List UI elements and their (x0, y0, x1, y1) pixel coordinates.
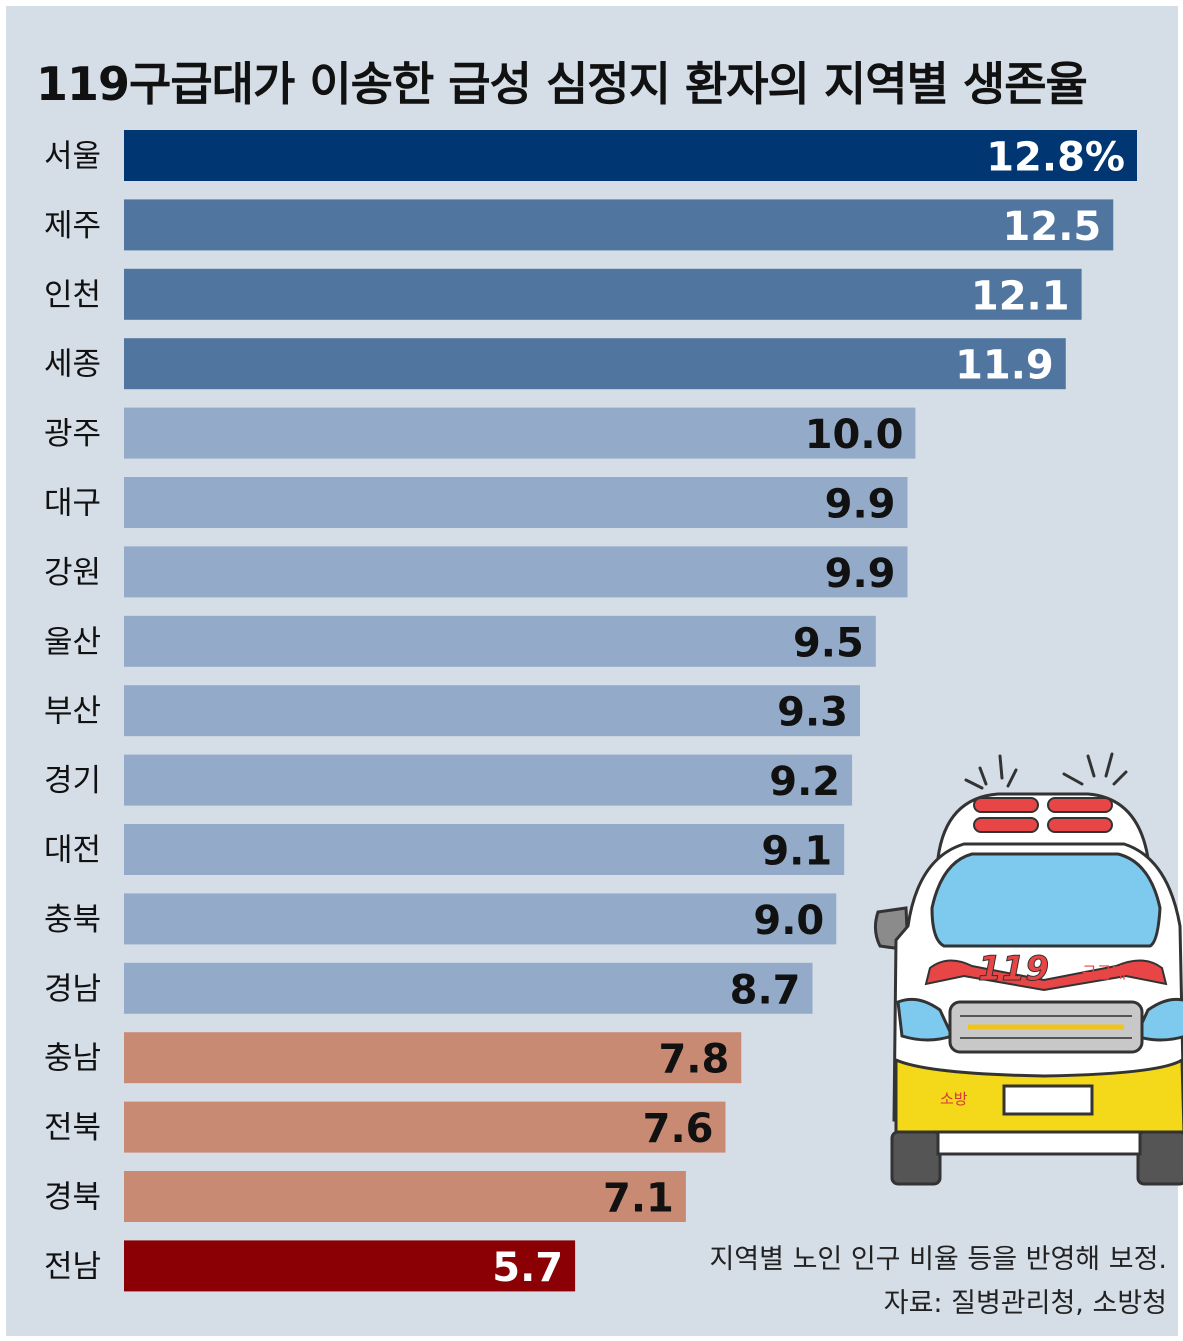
value-label: 9.3 (777, 690, 848, 736)
value-label: 8.7 (730, 967, 801, 1013)
value-label: 12.8% (986, 135, 1125, 181)
bar-2 (124, 199, 1114, 251)
chart-note: 지역별 노인 인구 비율 등을 반영해 보정. (709, 1244, 1167, 1275)
category-label: 경남 (44, 971, 101, 1007)
value-label: 12.5 (1003, 204, 1102, 250)
value-label: 11.9 (955, 343, 1054, 389)
bar-17 (124, 1240, 576, 1292)
value-label: 7.6 (643, 1106, 714, 1152)
value-label: 7.1 (603, 1176, 674, 1222)
category-label: 전북 (44, 1110, 101, 1146)
value-label: 9.1 (761, 829, 832, 875)
value-label: 9.9 (825, 482, 896, 528)
value-label: 9.0 (753, 898, 824, 944)
ambulance-side-label: 소방 (940, 1090, 968, 1108)
ambulance-label: 구급대 (1082, 963, 1126, 982)
bar-12 (124, 893, 837, 945)
chart-source: 자료: 질병관리청, 소방청 (883, 1288, 1167, 1319)
bar-16 (124, 1171, 686, 1222)
value-label: 10.0 (805, 412, 904, 458)
category-label: 광주 (44, 416, 101, 452)
bar-14 (124, 1032, 742, 1084)
category-label: 제주 (44, 208, 101, 244)
value-label: 7.8 (658, 1037, 729, 1083)
ambulance-badge: 119 (978, 949, 1049, 989)
bar-13 (124, 962, 813, 1014)
category-label: 대구 (44, 486, 101, 522)
category-label: 충북 (44, 902, 101, 938)
chart-title: 119구급대가 이송한 급성 심정지 환자의 지역별 생존율 (36, 57, 1088, 111)
category-label: 인천 (44, 277, 101, 313)
value-label: 9.2 (769, 759, 840, 805)
bar-15 (124, 1101, 726, 1153)
value-label: 5.7 (492, 1245, 563, 1291)
bar-4 (124, 338, 1066, 390)
value-label: 9.9 (825, 551, 896, 597)
category-label: 경기 (44, 763, 101, 799)
category-label: 충남 (44, 1041, 101, 1077)
bar-9 (124, 685, 861, 737)
bar-6 (124, 477, 908, 528)
bar-8 (124, 615, 876, 667)
ambulance-icon: 119 구급대 소방 (873, 752, 1183, 1186)
value-label: 12.1 (971, 273, 1070, 319)
category-label: 서울 (44, 139, 101, 175)
bar-5 (124, 407, 916, 459)
bar-1 (124, 130, 1137, 181)
category-label: 강원 (44, 555, 101, 591)
category-label: 대전 (44, 833, 101, 869)
bar-11 (124, 824, 845, 875)
bar-3 (124, 268, 1082, 320)
value-label: 9.5 (793, 620, 864, 666)
bar-7 (124, 546, 908, 598)
category-label: 부산 (44, 694, 101, 730)
category-label: 세종 (44, 347, 101, 383)
category-label: 경북 (44, 1180, 101, 1216)
category-label: 전남 (44, 1249, 101, 1285)
bar-10 (124, 754, 853, 806)
category-label: 울산 (44, 624, 101, 660)
